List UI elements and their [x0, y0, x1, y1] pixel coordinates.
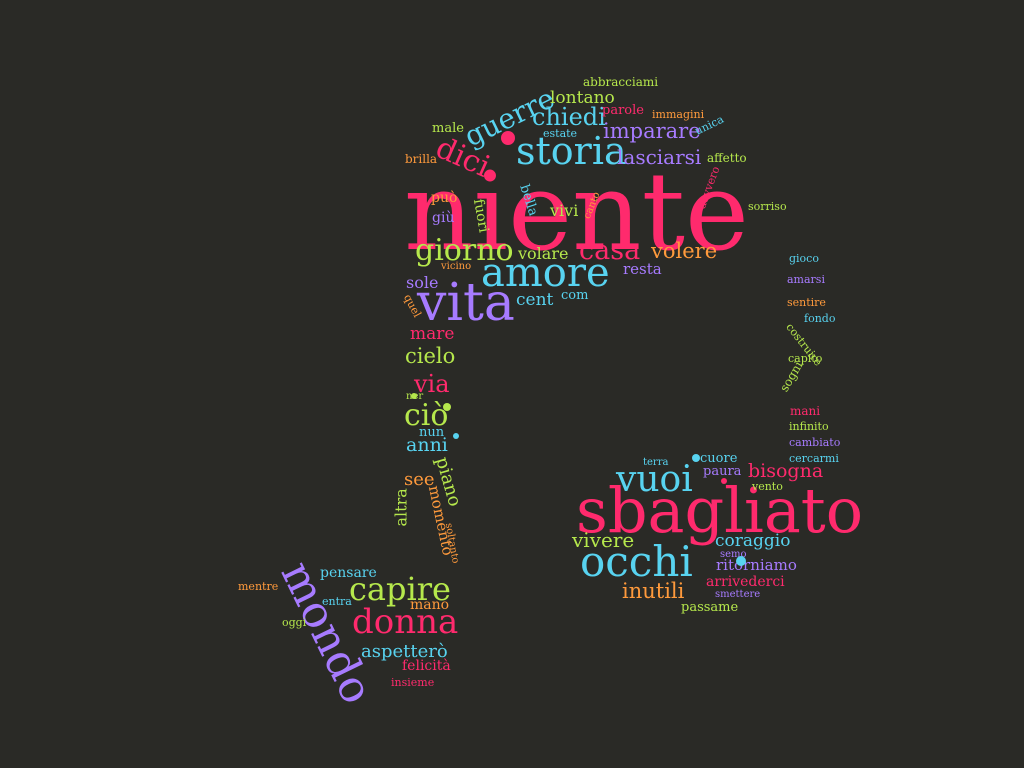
- cloud-word: donna: [352, 602, 459, 643]
- cloud-word: giù: [432, 210, 455, 227]
- cloud-word: resta: [623, 260, 662, 279]
- cloud-word: estate: [543, 127, 578, 141]
- cloud-word: altra: [391, 487, 411, 526]
- cloud-word: passame: [681, 599, 739, 615]
- cloud-word: vento: [752, 480, 783, 494]
- cloud-word: vivi: [550, 200, 579, 220]
- cloud-word: sogni: [777, 358, 806, 394]
- cloud-word: sentire: [787, 296, 826, 310]
- decorative-dot: [501, 131, 515, 145]
- cloud-word: lasciarsi: [617, 145, 702, 170]
- cloud-word: capito: [788, 352, 823, 366]
- decorative-dot: [736, 556, 746, 566]
- cloud-word: affetto: [707, 150, 747, 165]
- cloud-word: giorno: [415, 232, 514, 268]
- cloud-word: via: [414, 370, 450, 399]
- cloud-word: amarsi: [787, 273, 825, 287]
- cloud-word: cent: [516, 289, 554, 310]
- cloud-word: felicità: [402, 658, 451, 675]
- cloud-word: capire: [349, 570, 451, 609]
- cloud-word: ciò: [404, 397, 449, 433]
- cloud-word: vicino: [441, 261, 472, 273]
- cloud-word: cercarmi: [789, 452, 839, 466]
- cloud-word: volare: [518, 243, 569, 263]
- cloud-word: vuoi: [616, 458, 693, 500]
- cloud-word: sole: [406, 272, 439, 292]
- cloud-word: sorriso: [748, 200, 787, 214]
- cloud-word: storia: [516, 129, 627, 174]
- cloud-word: mentre: [238, 580, 279, 594]
- cloud-word: vivere: [572, 528, 635, 553]
- cloud-word: arrivederci: [706, 574, 785, 591]
- cloud-word: entra: [322, 595, 352, 609]
- decorative-dot: [721, 478, 727, 484]
- cloud-word: ritorniamo: [716, 556, 797, 575]
- cloud-word: sbagliato: [576, 473, 864, 547]
- cloud-word: pensare: [320, 565, 377, 582]
- cloud-word: terra: [643, 457, 669, 469]
- cloud-word: nun: [419, 424, 445, 440]
- cloud-word: imparare: [603, 118, 701, 143]
- cloud-word: brilla: [405, 151, 438, 166]
- cloud-word: amore: [481, 249, 610, 296]
- cloud-word: com: [561, 287, 589, 303]
- cloud-word: inutili: [622, 578, 685, 603]
- cloud-word: vita: [417, 273, 515, 334]
- decorative-dot: [411, 393, 417, 399]
- cloud-word: infinito: [789, 420, 829, 434]
- cloud-word: smettere: [715, 589, 761, 601]
- cloud-word: cielo: [405, 343, 456, 368]
- decorative-dot: [453, 433, 459, 439]
- cloud-word: male: [432, 120, 464, 136]
- cloud-word: cuore: [700, 450, 738, 466]
- cloud-word: soltanto: [442, 522, 461, 565]
- cloud-word: abbracciami: [583, 74, 659, 89]
- cloud-word: oggi: [282, 616, 307, 630]
- cloud-word: cambiato: [789, 436, 841, 450]
- cloud-word: paura: [703, 463, 742, 479]
- cloud-word: see: [404, 468, 435, 490]
- cloud-word: fondo: [804, 312, 836, 326]
- cloud-word: coraggio: [715, 530, 791, 551]
- cloud-word: parole: [602, 102, 644, 118]
- cloud-word: gioco: [789, 252, 819, 266]
- cloud-word: mano: [410, 597, 450, 614]
- cloud-word: anni: [406, 434, 448, 457]
- cloud-word: volere: [651, 238, 718, 263]
- cloud-word: occhi: [580, 537, 693, 587]
- cloud-word: bisogna: [748, 460, 824, 483]
- cloud-word: casa: [579, 234, 641, 266]
- cloud-word: lontano: [550, 87, 615, 108]
- cloud-word: mare: [410, 323, 455, 344]
- cloud-word: aspetterò: [361, 640, 448, 662]
- cloud-word: insieme: [391, 676, 435, 690]
- cloud-word: niente: [404, 149, 749, 275]
- cloud-word: mani: [790, 403, 821, 418]
- decorative-dot: [692, 454, 700, 462]
- cloud-word: immagini: [652, 108, 705, 122]
- cloud-word: semo: [720, 549, 747, 561]
- cloud-word: può: [431, 190, 458, 207]
- decorative-dot: [443, 403, 451, 411]
- cloud-word: chiedi: [532, 103, 606, 132]
